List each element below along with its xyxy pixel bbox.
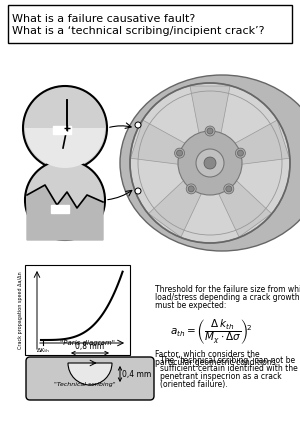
Text: "Technical scribing": "Technical scribing" <box>54 382 116 387</box>
Text: Threshold for the failure size from which: Threshold for the failure size from whic… <box>155 285 300 294</box>
Wedge shape <box>25 128 105 168</box>
Text: What is a failure causative fault?: What is a failure causative fault? <box>12 14 195 24</box>
Text: sufficient certain identified with the: sufficient certain identified with the <box>160 364 298 373</box>
Text: Factor, which considers the: Factor, which considers the <box>155 350 260 359</box>
Polygon shape <box>212 170 272 237</box>
FancyBboxPatch shape <box>51 205 69 213</box>
Circle shape <box>196 149 224 177</box>
Text: 0,4 mm: 0,4 mm <box>122 369 151 379</box>
FancyBboxPatch shape <box>53 126 71 134</box>
Text: Crack propagation speed Δa/Δn: Crack propagation speed Δa/Δn <box>18 271 23 349</box>
Polygon shape <box>27 185 103 240</box>
Text: What is a ‘technical scribing/incipient crack’?: What is a ‘technical scribing/incipient … <box>12 26 265 36</box>
Circle shape <box>186 184 196 194</box>
FancyBboxPatch shape <box>26 357 154 400</box>
Circle shape <box>178 131 242 195</box>
Polygon shape <box>148 170 208 237</box>
Circle shape <box>237 150 243 156</box>
Polygon shape <box>221 120 290 166</box>
Circle shape <box>175 148 184 158</box>
Text: log ΔK: log ΔK <box>73 359 98 368</box>
FancyBboxPatch shape <box>8 5 292 43</box>
Text: penetrant inspecrion as a crack: penetrant inspecrion as a crack <box>160 372 282 381</box>
Text: The “technical scribing” can not be: The “technical scribing” can not be <box>160 356 295 365</box>
FancyBboxPatch shape <box>25 265 130 355</box>
Wedge shape <box>68 363 112 385</box>
Circle shape <box>204 157 216 169</box>
Text: (oriented failure).: (oriented failure). <box>160 380 228 389</box>
Circle shape <box>23 86 107 170</box>
Circle shape <box>205 126 215 136</box>
Circle shape <box>226 186 232 192</box>
Circle shape <box>224 184 234 194</box>
Circle shape <box>207 128 213 134</box>
Circle shape <box>188 186 194 192</box>
Text: load/stress depending a crack growth: load/stress depending a crack growth <box>155 293 300 302</box>
Circle shape <box>25 160 105 240</box>
Circle shape <box>236 148 245 158</box>
Text: must be expected:: must be expected: <box>155 301 226 310</box>
Circle shape <box>135 188 141 194</box>
Circle shape <box>177 150 183 156</box>
Polygon shape <box>190 86 230 149</box>
Circle shape <box>135 122 141 128</box>
Text: ΔKₜₕ: ΔKₜₕ <box>37 348 50 353</box>
Text: $a_{th} = \left(\dfrac{\Delta\,k_{th}}{M_\chi \cdot \Delta\sigma}\right)^{\!2}$: $a_{th} = \left(\dfrac{\Delta\,k_{th}}{M… <box>170 317 253 346</box>
Text: particular geometric conditions.: particular geometric conditions. <box>155 358 278 367</box>
Ellipse shape <box>120 75 300 251</box>
Polygon shape <box>130 120 199 166</box>
Text: 0,8 mm: 0,8 mm <box>75 342 105 351</box>
Circle shape <box>130 83 290 243</box>
Text: "Paris diagram": "Paris diagram" <box>59 340 115 346</box>
